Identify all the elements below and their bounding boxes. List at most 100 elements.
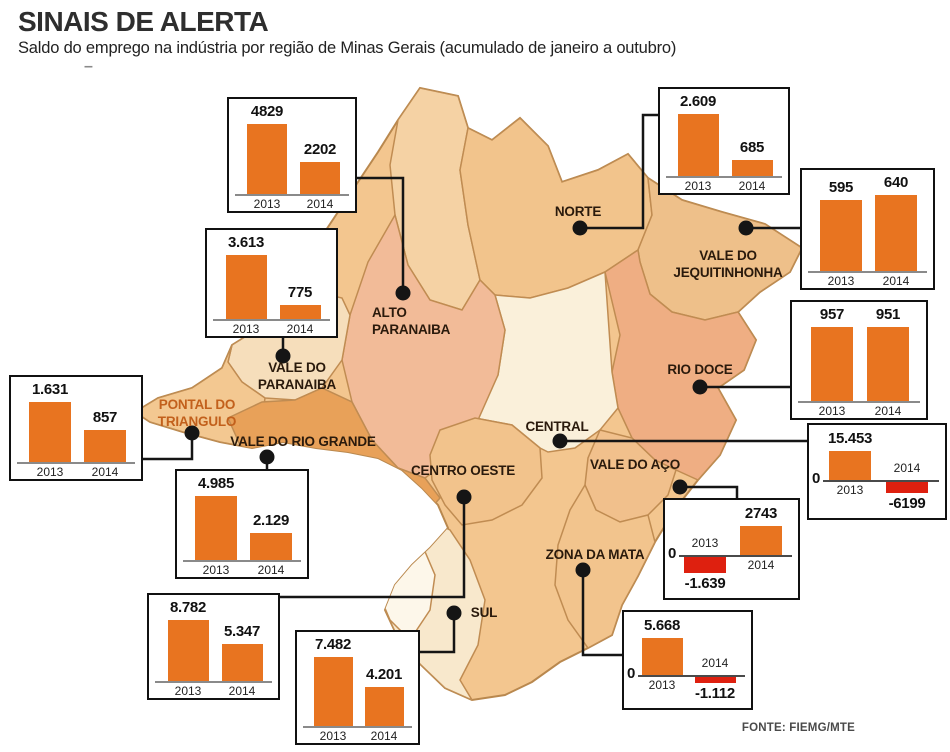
bar-central-2014 [886,481,928,494]
chart-baseline [638,674,745,677]
bar-value: -1.112 [695,684,735,702]
map-label-norte: NORTE [554,204,602,219]
bar-year-label: 2013 [827,274,855,288]
dot-vale-do-paranaiba [275,348,291,364]
chart-vale-do-rio-grande: 4.985 2013 2.129 2014 [175,469,309,579]
bar-value: 2202 [303,141,337,158]
bar-value: 640 [883,174,909,191]
bar-value: 2.609 [679,93,717,110]
zero-label: 0 [812,470,821,488]
bar-year-label: 2013 [202,563,230,577]
bar-year-label: 2014 [882,274,910,288]
chart-norte: 2.609 2013 685 2014 [658,87,790,195]
bar-value: 7.482 [314,636,352,653]
chart-baseline [17,462,135,464]
dot-vale-do-aco [672,479,688,495]
bar-value: 8.782 [169,599,207,616]
dot-vale-do-jequitinhonha [738,220,754,236]
dot-central [552,433,568,449]
bar-year-label: 2013 [319,729,347,743]
chart-baseline [666,176,782,178]
bar-year-label: 2014 [370,729,398,743]
chart-baseline [155,681,272,683]
chart-zona-da-mata: 5.668 2013 -1.112 2014 0 [622,610,753,710]
chart-baseline [183,560,301,562]
connector-vale-do-aco [680,485,739,498]
connector-sul [420,613,456,654]
dot-centro-oeste [456,489,472,505]
chart-baseline [213,319,330,321]
bar-year-label: 2013 [836,483,864,498]
bar-sul-2013 [313,657,353,726]
map-label-alto-paranaiba: ALTO PARANAIBA [372,305,451,337]
bar-year-label: 2013 [684,179,712,193]
bar-vale-do-aco-2014 [740,525,782,555]
bar-value: -1.639 [684,574,726,592]
bar-pontal-do-triangulo-2013 [29,402,71,462]
map-label-pontal-do-triangulo: PONTAL DO TRIANGULO [157,397,237,429]
bar-value: 2.129 [252,512,290,529]
bar-central-2013 [829,451,871,481]
bar-vale-do-aco-2013 [684,555,726,573]
bar-year-label: 2014 [893,461,921,476]
chart-baseline [808,271,927,273]
bar-year-label: 2013 [36,465,64,479]
chart-centro-oeste: 8.782 2013 5.347 2014 [147,593,280,700]
bar-value: 15.453 [827,430,873,448]
bar-norte-2014 [731,160,773,176]
dot-rio-doce [692,379,708,395]
bar-vale-do-jequitinhonha-2013 [820,200,862,271]
bar-zona-da-mata-2013 [641,637,683,675]
map-label-zona-da-mata: ZONA DA MATA [545,547,645,562]
bar-norte-2013 [677,114,719,176]
map-label-sul: SUL [470,605,498,620]
bar-value: 957 [819,306,845,323]
bar-value: 4.985 [197,475,235,492]
bar-year-label: 2014 [738,179,766,193]
chart-vale-do-jequitinhonha: 595 2013 640 2014 [800,168,935,290]
bar-year-label: 2013 [232,322,260,336]
chart-alto-paranaiba: 4829 2013 2202 2014 [227,97,357,213]
chart-vale-do-aco: -1.639 2013 2743 2014 0 [663,498,800,600]
dot-norte [572,220,588,236]
bar-value: -6199 [888,495,926,513]
dot-sul [446,605,462,621]
bar-alto-paranaiba-2013 [247,124,287,194]
bar-vale-do-rio-grande-2013 [195,496,237,560]
bar-value: 685 [739,139,765,156]
bar-centro-oeste-2013 [167,620,209,681]
chart-baseline [235,194,349,196]
map-label-rio-doce: RIO DOCE [667,362,733,377]
chart-rio-doce: 957 2013 951 2014 [790,300,928,420]
bar-value: 775 [287,284,313,301]
chart-pontal-do-triangulo: 1.631 2013 857 2014 [9,375,143,481]
bar-year-label: 2013 [174,684,202,698]
dot-vale-do-rio-grande [259,449,275,465]
bar-vale-do-jequitinhonha-2014 [875,195,917,271]
map-label-vale-do-paranaiba: VALE DO PARANAIBA [257,360,337,392]
map-label-central: CENTRAL [525,419,589,434]
bar-year-label: 2014 [747,557,775,572]
connector-norte [580,113,658,230]
bar-rio-doce-2013 [811,327,853,401]
bar-year-label: 2014 [286,322,314,336]
bar-year-label: 2013 [648,677,676,692]
bar-value: 857 [92,409,118,426]
bar-year-label: 2013 [253,197,281,211]
bar-vale-do-paranaiba-2014 [279,305,321,319]
bar-year-label: 2014 [701,655,729,670]
zero-label: 0 [627,664,636,682]
chart-sul: 7.482 2013 4.201 2014 [295,630,420,745]
chart-baseline [823,480,939,483]
map-label-vale-do-aco: VALE DO AÇO [589,457,681,472]
page-subtitle: Saldo do emprego na indústria por região… [18,39,677,57]
bar-year-label: 2014 [257,563,285,577]
bar-value: 5.347 [223,623,261,640]
bar-value: 4829 [250,103,284,120]
connector-zona-da-mata [581,570,622,657]
bar-value: 5.668 [643,616,681,634]
dot-alto-paranaiba [395,285,411,301]
bar-centro-oeste-2014 [221,644,263,681]
